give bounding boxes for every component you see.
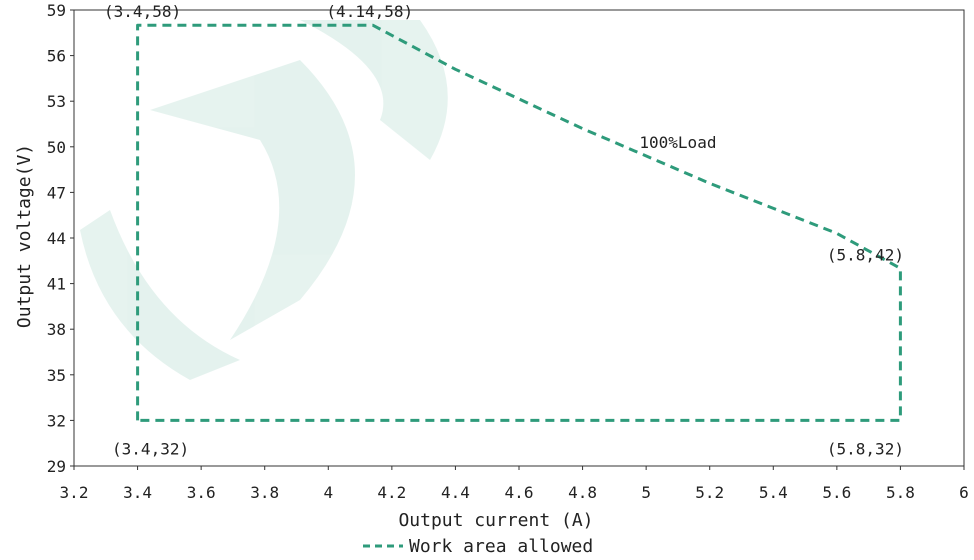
plot-frame <box>73 9 965 467</box>
legend-label: Work area allowed <box>409 536 593 557</box>
annotation-label: (3.4,32) <box>112 439 189 458</box>
y-axis-ticks: 29 32 35 38 41 44 47 50 53 56 59 <box>47 1 74 476</box>
y-tick-label: 44 <box>47 229 66 248</box>
y-tick-label: 32 <box>47 411 66 430</box>
x-tick-label: 3.6 <box>187 483 216 502</box>
x-tick-label: 5.8 <box>886 483 915 502</box>
y-tick-label: 41 <box>47 275 66 294</box>
y-tick-label: 50 <box>47 138 66 157</box>
x-axis-ticks: 3.2 3.4 3.6 3.8 4 4.2 4.4 4.6 4.8 5 5.2 5.4 5.6 5.8 6 <box>60 466 969 502</box>
x-tick-label: 5 <box>641 483 651 502</box>
y-tick-label: 56 <box>47 47 66 66</box>
y-tick-label: 38 <box>47 320 66 339</box>
x-tick-label: 3.4 <box>123 483 152 502</box>
y-tick-label: 47 <box>47 183 66 202</box>
x-tick-label: 3.2 <box>60 483 89 502</box>
x-tick-label: 5.4 <box>759 483 788 502</box>
annotations: (3.4,58) (4.14,58) 100%Load (5.8,42) (3.4,32… <box>104 2 904 458</box>
x-tick-label: 4.4 <box>441 483 470 502</box>
x-tick-label: 4.2 <box>377 483 406 502</box>
x-tick-label: 4.6 <box>505 483 534 502</box>
x-tick-label: 6 <box>959 483 969 502</box>
y-tick-label: 53 <box>47 92 66 111</box>
watermark-logo <box>80 20 448 380</box>
annotation-label: 100%Load <box>639 133 716 152</box>
y-tick-label: 29 <box>47 457 66 476</box>
annotation-label: (5.8,42) <box>827 245 904 264</box>
y-tick-label: 35 <box>47 366 66 385</box>
series-line-0 <box>136 23 902 422</box>
x-axis-title: Output current (A) <box>398 510 593 531</box>
series-layer <box>136 23 902 422</box>
x-tick-label: 4.8 <box>568 483 597 502</box>
annotation-label: (5.8,32) <box>827 439 904 458</box>
x-tick-label: 4 <box>323 483 333 502</box>
annotation-label: (4.14,58) <box>326 2 413 21</box>
y-tick-label: 59 <box>47 1 66 20</box>
y-axis-title: Output voltage(V) <box>14 144 35 328</box>
x-tick-label: 5.2 <box>695 483 724 502</box>
x-tick-label: 5.6 <box>822 483 851 502</box>
legend: Work area allowed <box>363 536 593 557</box>
annotation-label: (3.4,58) <box>104 2 181 21</box>
x-tick-label: 3.8 <box>250 483 279 502</box>
